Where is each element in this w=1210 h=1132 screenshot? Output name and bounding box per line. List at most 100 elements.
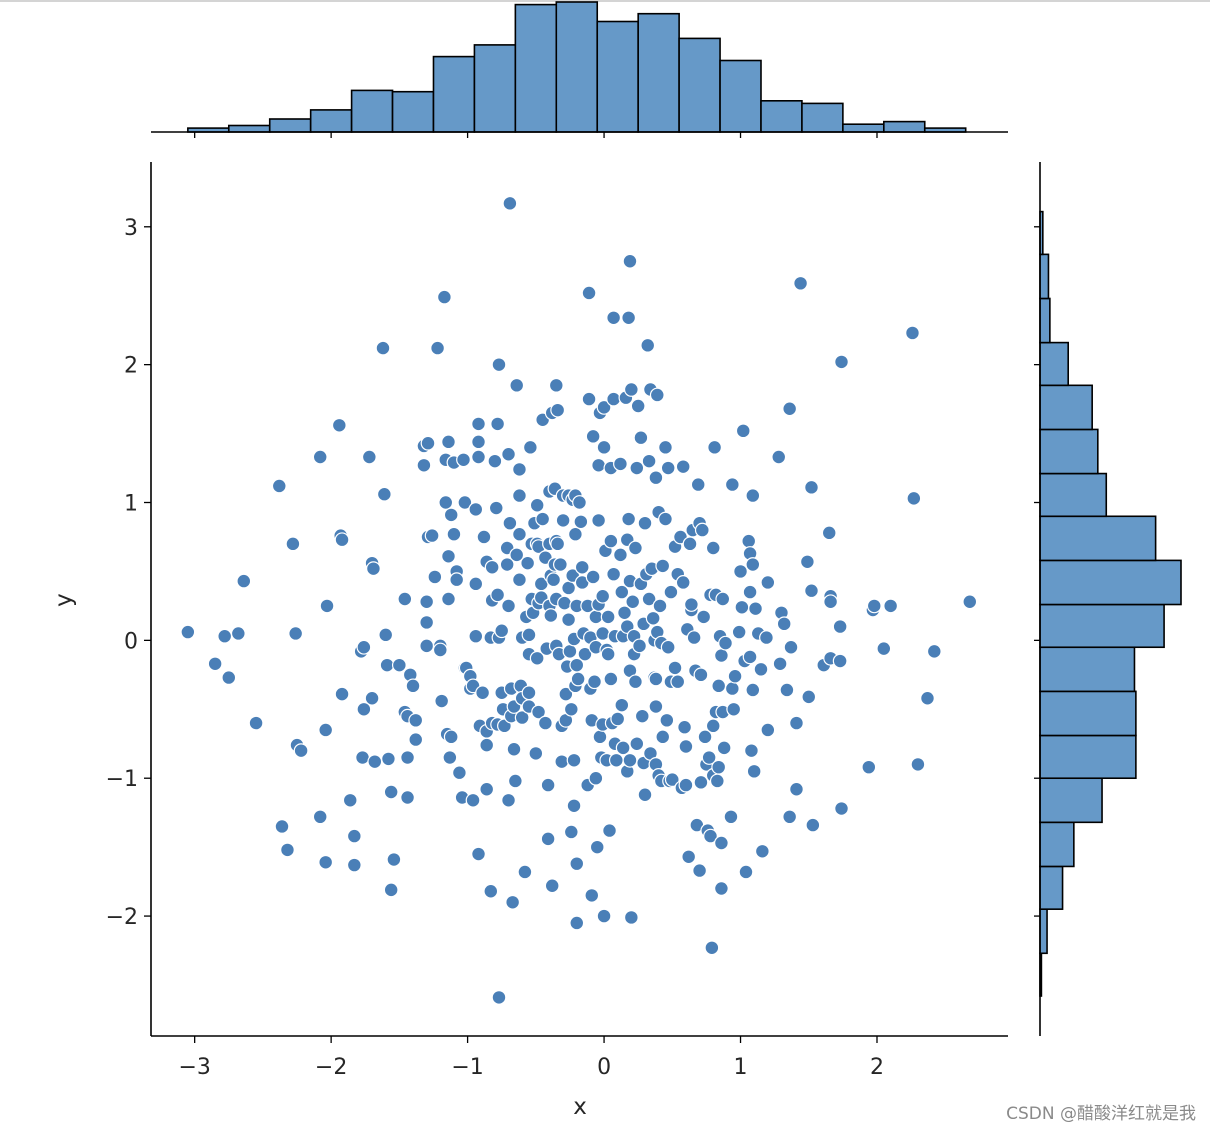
y-hist-bar [1039,690,1137,737]
scatter-point [715,591,731,607]
scatter-point [745,682,761,698]
scatter-point [821,525,837,541]
scatter-point [910,757,926,772]
scatter-point [832,653,848,669]
scatter-point [804,479,819,495]
scatter-point [366,561,381,577]
scatter-point [617,605,632,621]
scatter-point [692,863,707,878]
scatter-point [501,598,516,614]
scatter-point [658,439,673,455]
scatter-point [562,643,578,659]
scatter-point [420,435,436,451]
scatter-point [446,526,462,542]
scatter-point [660,639,676,655]
scatter-point [488,500,504,516]
scatter-point [509,547,525,563]
scatter-point [361,449,377,465]
scatter-point [596,908,612,924]
scatter-point [585,428,601,444]
scatter-point [512,462,527,477]
x-tick-label: 1 [734,1055,748,1080]
scatter-point [569,856,585,872]
scatter-point [570,671,586,687]
scatter-point [355,750,370,765]
scatter-point [544,878,560,894]
scatter-point [487,453,503,469]
scatter-point [376,486,392,502]
scatter-point [648,470,664,486]
scatter-point [356,639,372,655]
scatter-point [520,555,536,571]
scatter-point [528,745,544,761]
scatter-point [491,990,507,1005]
scatter-point [577,646,593,662]
scatter-point [804,583,819,599]
y-hist-bar [1039,821,1075,868]
y-hist-bar [1039,428,1099,475]
scatter-point [540,831,556,847]
scatter-point [753,661,769,677]
scatter-point [748,601,763,617]
x-hist-bar [596,20,639,133]
scatter-point [573,514,589,530]
scatter-point [652,598,668,614]
scatter-point [364,690,380,706]
scatter-point [318,722,334,738]
scatter-point [568,526,583,542]
scatter-point [645,610,661,626]
y-hist-bar [1039,646,1136,693]
scatter-point [375,340,391,356]
scatter-point [584,887,600,903]
scatter-point [585,569,601,585]
scatter-point [441,591,456,607]
scatter-point [587,674,602,690]
scatter-point [574,559,590,575]
scatter-point [566,798,582,814]
scatter-point [664,772,680,787]
scatter-point [471,449,486,465]
scatter-point [678,739,694,754]
x-hist-bar [391,90,435,133]
scatter-point [696,609,712,625]
scatter-point [834,354,849,370]
y-hist-bar [1039,297,1051,344]
scatter-point [517,864,533,880]
scatter-point [589,839,605,855]
scatter-point [512,526,527,542]
scatter-point [280,842,295,858]
scatter-point [288,626,304,641]
scatter-point [678,777,694,793]
window-top-border [0,0,1210,2]
scatter-point [543,608,559,623]
scatter-point [629,460,645,476]
y-tick-label: 0 [124,629,138,654]
scatter-point [419,638,435,654]
scatter-point [596,399,612,415]
scatter-point [318,854,334,870]
x-tick-label: 0 [597,1055,611,1080]
scatter-point [648,699,664,714]
scatter-point [658,511,673,527]
scatter-point [416,457,432,473]
scatter-point [408,712,424,728]
scatter-point [346,857,362,873]
scatter-point [479,737,495,753]
scatter-point [726,701,742,717]
scatter-point [703,828,718,844]
scatter-point [512,572,527,588]
scatter-point [628,674,643,690]
scatter-point [507,773,523,789]
scatter-point [793,275,808,291]
x-tick-label: −3 [178,1055,210,1080]
scatter-point [602,823,617,838]
scatter-point [727,668,743,684]
scatter-point [693,667,709,683]
scatter-point [734,599,750,615]
y-tick-label: 3 [124,216,138,241]
scatter-point [471,434,486,450]
scatter-point [614,697,630,713]
scatter-point [745,557,761,572]
scatter-point [801,689,817,705]
scatter-point [383,882,399,898]
